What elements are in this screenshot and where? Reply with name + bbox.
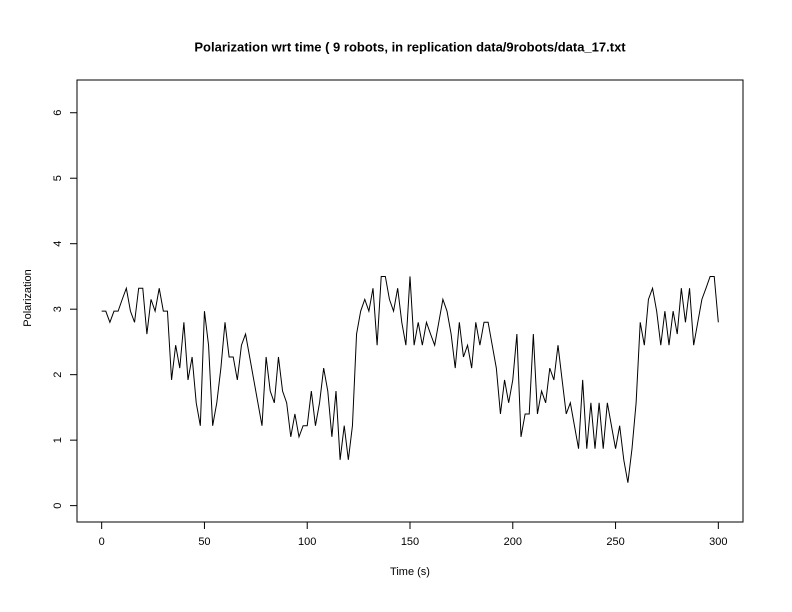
x-tick-label: 50	[198, 536, 210, 548]
x-axis-label: Time (s)	[390, 566, 430, 578]
y-axis-label: Polarization	[22, 269, 34, 326]
x-tick-label: 300	[709, 536, 727, 548]
y-tick-label: 4	[52, 241, 64, 247]
data-line	[101, 275, 719, 483]
x-tick-label: 0	[99, 536, 105, 548]
y-tick-label: 0	[52, 503, 64, 509]
plot-box	[76, 79, 744, 523]
y-tick-label: 6	[52, 110, 64, 116]
y-tick-label: 1	[52, 437, 64, 443]
y-tick-label: 5	[52, 175, 64, 181]
chart-title: Polarization wrt time ( 9 robots, in rep…	[194, 39, 626, 54]
x-tick-label: 200	[504, 536, 522, 548]
y-tick-label: 3	[52, 306, 64, 312]
x-tick-label: 100	[298, 536, 316, 548]
x-tick-label: 150	[401, 536, 419, 548]
x-tick-label: 250	[606, 536, 624, 548]
y-tick-label: 2	[52, 372, 64, 378]
